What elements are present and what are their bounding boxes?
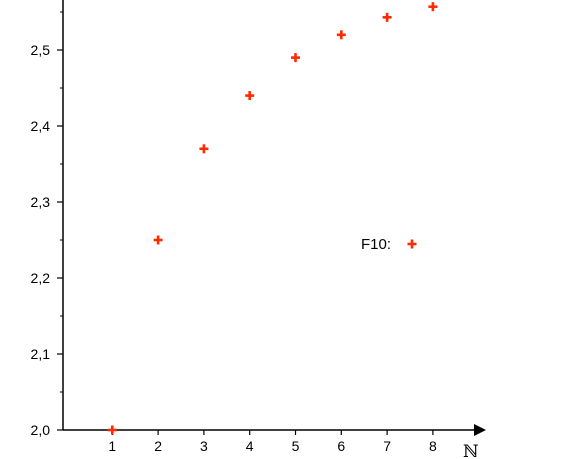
data-point-0-7 [428, 2, 437, 11]
data-point-0-5 [337, 30, 346, 39]
legend: F10: [361, 236, 417, 253]
data-point-0-1 [154, 236, 163, 245]
y-tick-label-3: 2,3 [31, 194, 51, 210]
y-ticks: 2,0 2,1 2,2 2,3 2,4 2,5 [31, 12, 63, 438]
data-point-0-4 [291, 53, 300, 62]
x-ticks: 1 2 3 4 5 6 7 8 [108, 430, 437, 454]
data-point-0-6 [383, 13, 392, 22]
y-tick-label-1: 2,1 [31, 346, 51, 362]
legend-label: F10: [361, 236, 391, 253]
y-tick-label-2: 2,2 [31, 270, 51, 286]
x-tick-label-1: 2 [154, 438, 162, 454]
axes: ℕ [63, 0, 486, 459]
y-tick-label-0: 2,0 [31, 422, 51, 438]
legend-marker [408, 240, 417, 249]
x-tick-label-5: 6 [337, 438, 345, 454]
x-tick-label-6: 7 [383, 438, 391, 454]
y-tick-label-5: 2,5 [31, 42, 51, 58]
legend-marker-plus [408, 240, 417, 249]
y-tick-label-4: 2,4 [31, 118, 51, 134]
data-point-0-0 [108, 426, 117, 435]
data-point-0-2 [199, 144, 208, 153]
x-axis-arrow [474, 424, 486, 436]
data-point-0-3 [245, 91, 254, 100]
data-points [108, 2, 438, 434]
x-tick-label-0: 1 [108, 438, 116, 454]
x-tick-label-7: 8 [429, 438, 437, 454]
x-tick-label-2: 3 [200, 438, 208, 454]
x-axis-label: ℕ [463, 442, 479, 459]
x-tick-label-3: 4 [246, 438, 254, 454]
x-tick-label-4: 5 [292, 438, 300, 454]
